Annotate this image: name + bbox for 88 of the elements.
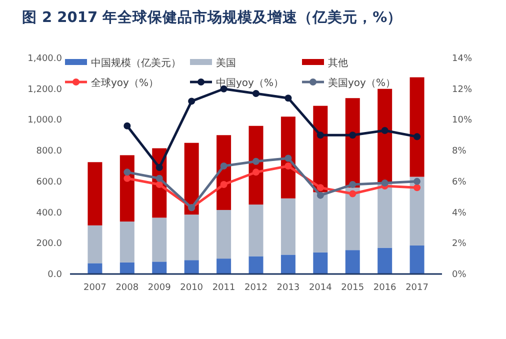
x-tick-label: 2016 (373, 283, 397, 293)
bar (280, 254, 296, 274)
bar (378, 88, 392, 182)
point (284, 154, 292, 162)
x-tick-label: 2010 (180, 283, 204, 293)
legend-label: 其他 (328, 57, 348, 69)
point (381, 179, 388, 186)
bar (184, 260, 199, 274)
point (414, 178, 421, 185)
point (316, 184, 324, 192)
bar (410, 176, 424, 246)
point (124, 122, 131, 130)
point (252, 158, 260, 165)
x-tick-label: 2013 (276, 283, 300, 293)
point (220, 181, 228, 188)
point (316, 192, 324, 199)
y-tick-label: 600.0 (36, 177, 62, 188)
chart-title: 图 2 2017 年全球保健品市场规模及增速（亿美元，%） (22, 8, 402, 26)
point (284, 162, 292, 170)
point (252, 168, 260, 176)
point (349, 181, 356, 188)
x-tick-label: 2014 (308, 283, 332, 293)
x-tick-label: 2017 (406, 283, 428, 293)
bar (88, 263, 102, 274)
point (349, 132, 356, 139)
point (188, 98, 196, 105)
bar (248, 204, 264, 256)
y2-tick-label: 14% (452, 54, 472, 64)
bar (88, 225, 102, 264)
bar (378, 248, 392, 274)
point (349, 190, 356, 198)
bar (184, 214, 199, 260)
bar (410, 245, 424, 274)
point (156, 174, 163, 182)
y-tick-label: 1,200.0 (28, 84, 62, 95)
y2-tick-label: 2% (452, 239, 467, 250)
bar (120, 155, 134, 222)
point (414, 184, 421, 192)
bar (120, 262, 134, 274)
bar (410, 77, 424, 177)
x-tick-label: 2011 (212, 283, 236, 293)
y-tick-label: 400.0 (36, 208, 62, 218)
point (124, 168, 131, 176)
legend-label: 全球yoy（%） (91, 77, 158, 89)
point (414, 133, 421, 140)
bar (216, 210, 232, 259)
point (156, 164, 163, 172)
x-tick-label: 2007 (84, 283, 106, 293)
bar (345, 250, 360, 274)
y2-tick-label: 0% (452, 270, 467, 280)
y2-tick-label: 8% (452, 146, 467, 157)
legend-label: 中国yoy（%） (216, 77, 284, 89)
bar (313, 252, 328, 274)
x-tick-label: 2015 (341, 283, 364, 293)
point (252, 90, 260, 97)
bar (152, 218, 167, 262)
y2-tick-label: 12% (452, 84, 472, 95)
y2-tick-label: 6% (452, 177, 467, 188)
y-tick-label: 0.0 (48, 270, 62, 280)
legend-label: 美国yoy（%） (328, 77, 396, 89)
x-tick-label: 2008 (116, 283, 139, 293)
point (316, 132, 324, 139)
y-tick-label: 1,400.0 (28, 54, 62, 64)
bar (216, 258, 232, 274)
bar (313, 192, 328, 252)
point (381, 127, 388, 134)
bar (184, 142, 199, 215)
bar (345, 188, 360, 250)
bar (280, 198, 296, 255)
point (124, 174, 131, 182)
bar (248, 256, 264, 274)
bar (345, 98, 360, 188)
y-tick-label: 1,000.0 (28, 116, 62, 126)
bar (152, 262, 167, 274)
bar (88, 162, 102, 226)
bar (378, 182, 392, 248)
y-tick-label: 800.0 (36, 146, 62, 157)
x-tick-label: 2012 (244, 283, 268, 293)
y-tick-label: 200.0 (36, 239, 62, 250)
legend-label: 美国 (216, 57, 236, 69)
bar (120, 222, 134, 262)
point (284, 94, 292, 102)
point (220, 162, 228, 170)
point (156, 181, 163, 188)
legend-label: 中国规模（亿美元） (91, 57, 181, 69)
x-tick-label: 2009 (148, 283, 172, 293)
y2-tick-label: 10% (452, 116, 472, 126)
y2-tick-label: 4% (452, 208, 467, 218)
